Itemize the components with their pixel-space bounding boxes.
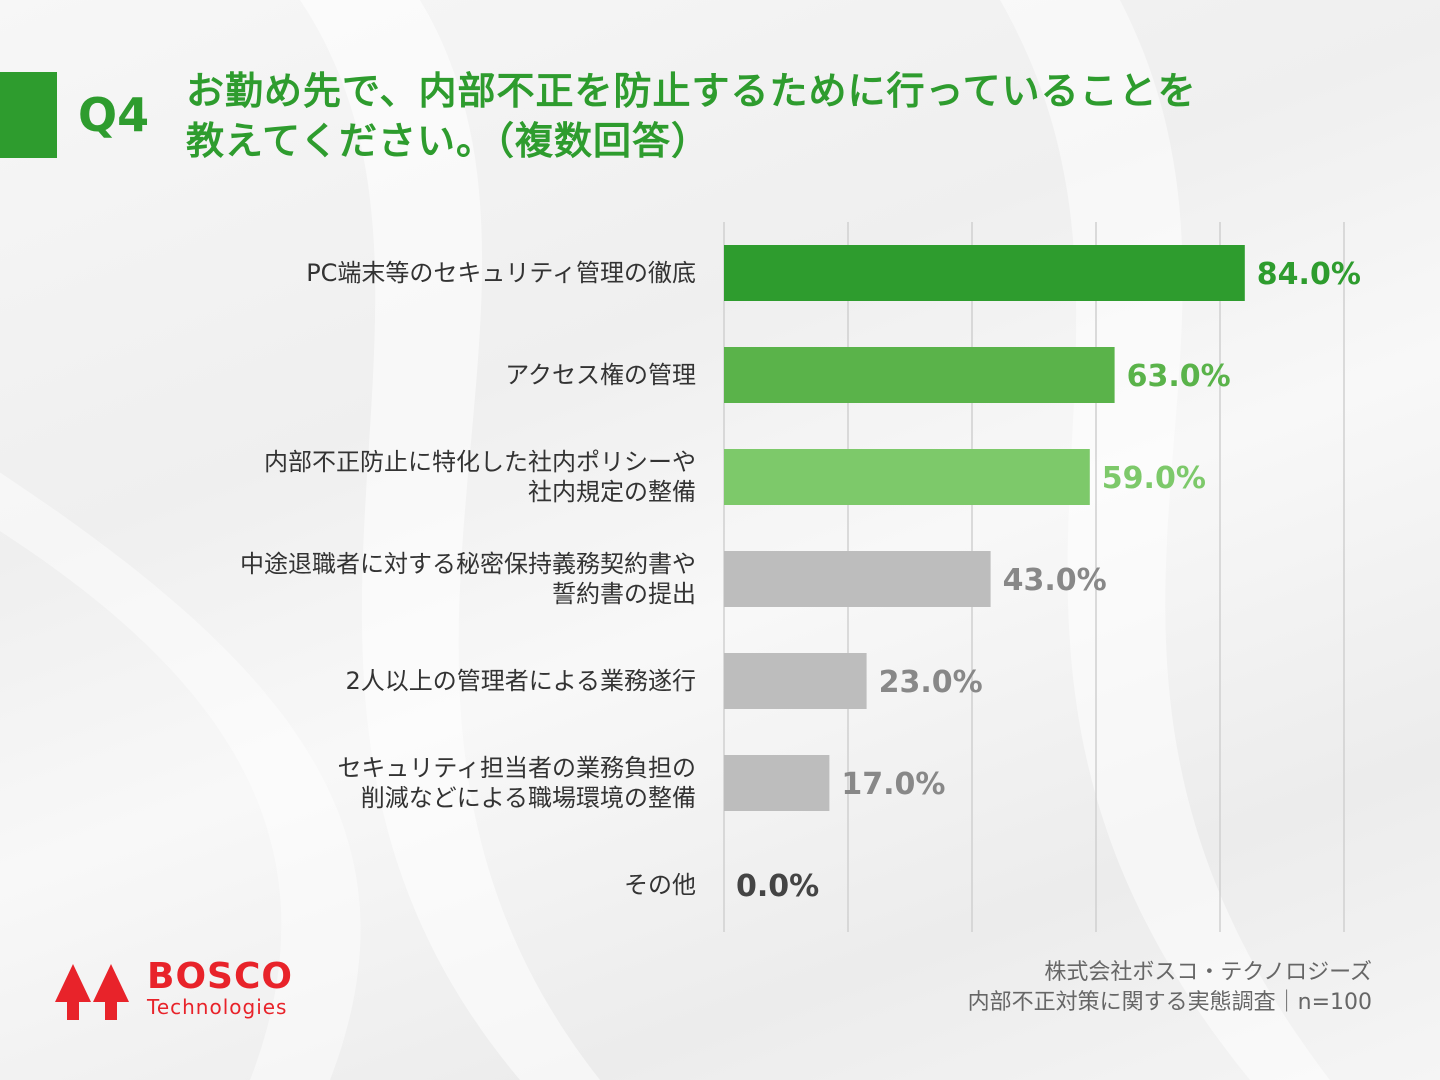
footer-source: 株式会社ボスコ・テクノロジーズ 内部不正対策に関する実態調査｜n=100 xyxy=(968,958,1372,1018)
question-number: Q4 xyxy=(78,88,150,142)
logo-sub: Technologies xyxy=(147,995,288,1019)
bar-chart: 84.0% PC端末等のセキュリティ管理の徹底 63.0% アクセス権の管理 59.0%… xyxy=(240,222,1361,932)
question-title: お勤め先で、内部不正を防止するために行っていることを 教えてください。（複数回答… xyxy=(186,66,1386,166)
category-label: 中途退職者に対する秘密保持義務契約書や xyxy=(240,550,696,578)
category-label: 2人以上の管理者による業務遂行 xyxy=(345,667,696,695)
category-label: 社内規定の整備 xyxy=(528,478,696,506)
footer-survey: 内部不正対策に関する実態調査｜n=100 xyxy=(967,990,1372,1015)
question-marker xyxy=(0,72,57,158)
footer-company: 株式会社ボスコ・テクノロジーズ xyxy=(1044,960,1372,985)
value-label: 43.0% xyxy=(1003,563,1107,598)
bar xyxy=(724,653,867,709)
category-label: その他 xyxy=(624,871,696,899)
bar xyxy=(724,245,1245,301)
category-label: PC端末等のセキュリティ管理の徹底 xyxy=(306,259,696,287)
category-label: 誓約書の提出 xyxy=(552,580,696,608)
logo-wordmark: BOSCO Technologies xyxy=(147,956,293,1019)
value-label: 84.0% xyxy=(1257,257,1361,292)
value-label: 63.0% xyxy=(1127,359,1231,394)
category-label: アクセス権の管理 xyxy=(505,361,696,389)
question-title-line1: お勤め先で、内部不正を防止するために行っていることを xyxy=(186,69,1197,113)
category-label: セキュリティ担当者の業務負担の xyxy=(337,754,696,782)
bar xyxy=(724,449,1090,505)
value-label: 0.0% xyxy=(736,869,819,904)
bar xyxy=(724,755,830,811)
value-label: 59.0% xyxy=(1102,461,1206,496)
value-label: 23.0% xyxy=(879,665,983,700)
bar xyxy=(724,551,991,607)
question-title-line2: 教えてください。（複数回答） xyxy=(186,119,710,163)
category-label: 内部不正防止に特化した社内ポリシーや xyxy=(264,448,696,476)
category-label: 削減などによる職場環境の整備 xyxy=(361,784,696,812)
bar xyxy=(724,347,1115,403)
bosco-logo-icon xyxy=(55,964,129,1020)
value-label: 17.0% xyxy=(841,767,945,802)
logo-word: BOSCO xyxy=(147,956,293,997)
